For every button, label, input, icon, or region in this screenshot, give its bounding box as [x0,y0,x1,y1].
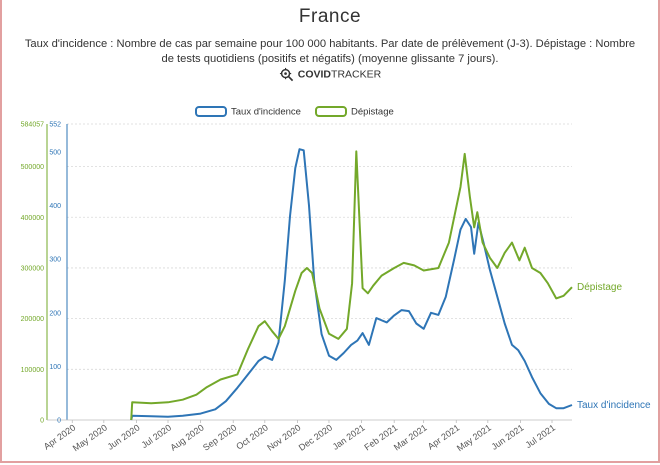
x-tick-label: Nov 2020 [265,422,302,452]
legend-label: Taux d'incidence [231,107,301,118]
depistage-line[interactable] [130,150,573,421]
x-tick-label: Mar 2021 [392,422,429,452]
virus-search-icon [279,67,293,82]
legend-swatch [315,106,347,117]
left-tick-label: 400000 [21,215,44,222]
right-axis-max-label: 552 [49,122,61,129]
right-tick-label: 200 [49,310,61,317]
series-lines [130,148,573,421]
x-tick-label: Jul 2020 [140,422,174,450]
left-tick-label: 200000 [21,316,44,323]
x-tick-label: Sep 2020 [201,422,238,452]
left-tick-label: 500000 [21,164,44,171]
x-tick-label: Dec 2020 [297,422,334,452]
depistage-end-label: Dépistage [577,282,622,293]
x-tick-label: May 2021 [455,422,493,453]
brand-logo[interactable]: COVIDTRACKER [0,67,660,82]
axes [46,124,572,421]
subtitle-line-1: Taux d'incidence : Nombre de cas par sem… [24,38,636,50]
brand-rest: TRACKER [331,68,382,81]
grid-lines [67,123,572,370]
series-end-labels: Taux d'incidence Dépistage [577,282,651,411]
left-tick-label: 0 [40,418,44,425]
subtitle-line-2: de tests quotidiens (positifs et négatif… [161,53,499,65]
right-tick-label: 400 [49,203,61,210]
chart-title: France [298,6,362,27]
right-tick-label: 0 [57,418,61,425]
x-tick-label: Aug 2020 [168,422,205,452]
legend-swatch [195,106,227,117]
right-tick-label: 100 [49,364,61,371]
right-tick-label: 500 [49,149,61,156]
x-tick-label: Oct 2020 [234,422,270,451]
left-tick-label: 300000 [21,265,44,272]
legend-label: Dépistage [351,107,394,118]
x-tick-label: Jan 2021 [331,422,367,451]
brand-bold: COVID [297,68,332,81]
left-tick-label: 100000 [21,367,44,374]
legend-item-incidence[interactable]: Taux d'incidence [195,106,301,118]
right-axis-ticks: 0 100 200 300 400 500 552 [49,122,61,425]
chart-subtitle: Taux d'incidence : Nombre de cas par sem… [14,37,646,67]
left-axis-ticks: 0 100000 200000 300000 400000 500000 584057 [21,122,44,425]
x-tick-label: Jul 2021 [524,422,558,450]
legend: Taux d'incidence Dépistage [195,106,394,118]
incidence-line[interactable] [130,148,573,421]
x-tick-label: Jun 2020 [106,422,142,451]
x-tick-label: May 2020 [71,422,109,453]
incidence-end-label: Taux d'incidence [577,400,651,411]
left-axis-max-label: 584057 [21,122,44,129]
right-tick-label: 300 [49,257,61,264]
x-tick-label: Jun 2021 [490,422,526,451]
legend-item-depistage[interactable]: Dépistage [315,106,394,118]
